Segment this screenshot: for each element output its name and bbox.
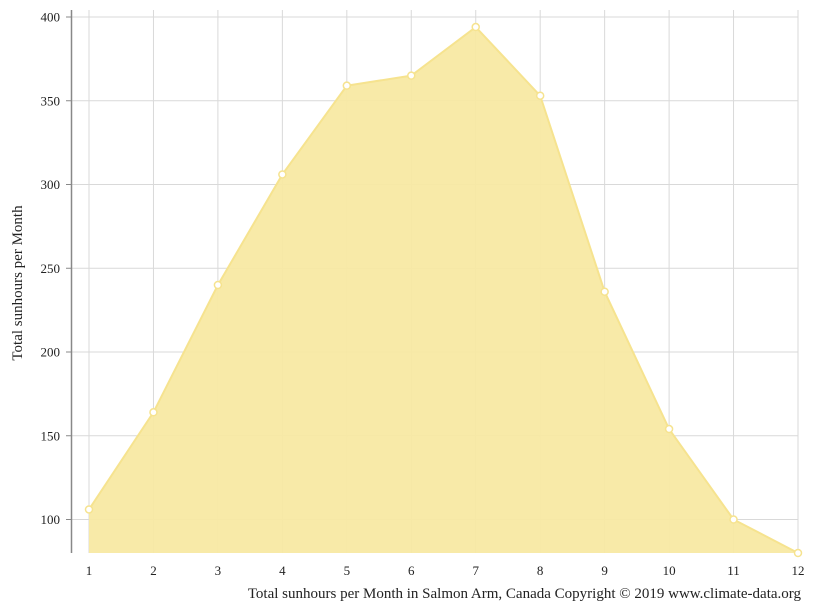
data-point <box>664 424 674 434</box>
x-tick-label: 5 <box>344 563 351 578</box>
x-tick-label: 4 <box>279 563 286 578</box>
axes <box>66 10 73 553</box>
data-point <box>535 91 545 100</box>
data-point <box>793 548 803 558</box>
x-tick-label: 9 <box>601 563 608 578</box>
data-point <box>149 408 158 417</box>
data-point <box>471 22 480 32</box>
x-tick-label: 3 <box>215 563 222 578</box>
data-markers <box>84 22 803 558</box>
y-tick-label: 300 <box>41 177 61 192</box>
y-tick-label: 150 <box>41 428 61 443</box>
data-point <box>407 71 416 80</box>
data-point <box>342 81 352 90</box>
x-tick-label: 6 <box>408 563 415 578</box>
data-point <box>600 287 609 296</box>
data-point <box>84 505 94 514</box>
x-tick-label: 8 <box>537 563 544 578</box>
y-tick-label: 400 <box>41 10 61 25</box>
x-tick-label: 7 <box>472 563 479 578</box>
y-tick-label: 200 <box>41 345 61 360</box>
x-tick-label: 1 <box>86 563 93 578</box>
area-line <box>88 25 799 554</box>
data-point <box>278 170 287 179</box>
data-point <box>213 280 223 290</box>
area-series <box>88 25 799 554</box>
y-tick-label: 250 <box>41 261 61 276</box>
y-tick-label: 100 <box>41 512 61 527</box>
x-tick-label: 12 <box>792 563 805 578</box>
y-axis-title: Total sunhours per Month <box>10 205 26 361</box>
x-tick-label: 2 <box>150 563 157 578</box>
area-fill <box>89 27 798 554</box>
x-tick-label: 10 <box>663 563 676 578</box>
x-tick-label: 11 <box>727 563 740 578</box>
data-point <box>729 515 738 524</box>
chart-caption: Total sunhours per Month in Salmon Arm, … <box>248 586 802 602</box>
y-tick-label: 350 <box>41 93 61 108</box>
